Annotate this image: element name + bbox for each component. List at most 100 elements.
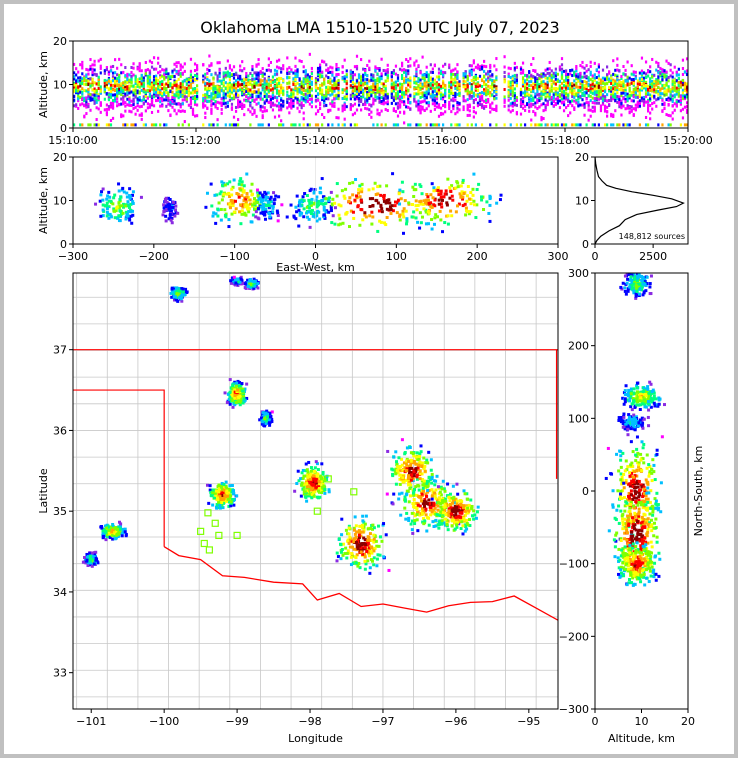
time-altitude-cell [75, 83, 78, 87]
time-altitude-cell [93, 101, 96, 105]
time-altitude-cell [146, 81, 149, 85]
time-altitude-cell [73, 85, 76, 89]
east-west-cell [112, 196, 116, 200]
time-altitude-cell [325, 90, 328, 94]
time-altitude-cell [118, 102, 121, 106]
time-altitude-cell [442, 112, 445, 116]
time-altitude-cell [452, 72, 455, 76]
time-altitude-cell [513, 74, 516, 78]
time-altitude-cell [577, 72, 580, 76]
east-west-cell [242, 190, 246, 194]
time-altitude-cell [73, 71, 76, 75]
time-altitude-cell [152, 93, 156, 97]
time-altitude-cell [444, 92, 447, 96]
time-altitude-cell [81, 123, 84, 127]
time-altitude-cell [155, 90, 158, 94]
time-altitude-cell [679, 123, 682, 127]
time-altitude-cell [536, 93, 539, 97]
time-altitude-cell [370, 73, 373, 77]
time-altitude-cell [612, 80, 615, 84]
time-altitude-cell [462, 97, 465, 101]
time-altitude-cell [152, 67, 156, 71]
time-altitude-cell [419, 95, 422, 99]
time-altitude-cell [489, 94, 492, 98]
time-altitude-cell [75, 86, 78, 90]
time-altitude-cell [89, 58, 92, 62]
time-altitude-cell [267, 123, 270, 127]
time-altitude-cell [431, 97, 434, 101]
time-altitude-cell [79, 103, 82, 107]
time-altitude-cell [372, 87, 375, 91]
time-altitude-cell [515, 95, 518, 99]
time-altitude-cell [462, 99, 465, 103]
time-altitude-cell [524, 104, 527, 108]
time-altitude-cell [157, 98, 160, 102]
time-altitude-cell [478, 95, 482, 99]
time-altitude-cell [474, 98, 477, 102]
time-altitude-cell [562, 69, 566, 73]
time-altitude-cell [595, 81, 598, 85]
time-altitude-cell [394, 86, 398, 90]
time-altitude-cell [626, 106, 629, 110]
time-altitude-cell [548, 79, 551, 83]
time-altitude-cell [202, 103, 205, 107]
time-altitude-cell [476, 84, 480, 88]
time-altitude-cell [126, 103, 129, 107]
time-altitude-cell [667, 103, 670, 107]
time-altitude-cell [327, 68, 330, 72]
time-altitude-cell [73, 95, 76, 99]
time-altitude-cell [85, 101, 88, 105]
time-altitude-cell [437, 114, 441, 118]
time-altitude-cell [237, 77, 240, 81]
east-west-cell [211, 214, 215, 218]
time-altitude-cell [651, 88, 654, 92]
time-altitude-cell [640, 69, 644, 73]
time-altitude-cell [265, 68, 268, 72]
east-west-cell [94, 202, 98, 206]
east-west-cell [101, 214, 105, 218]
time-altitude-cell [398, 82, 402, 86]
time-altitude-cell [419, 71, 422, 75]
time-altitude-cell [675, 88, 678, 92]
time-altitude-cell [222, 98, 225, 102]
time-altitude-cell [376, 72, 379, 76]
time-altitude-cell [150, 83, 154, 87]
time-altitude-cell [554, 67, 557, 71]
time-altitude-cell [638, 95, 641, 99]
time-altitude-cell [353, 73, 357, 77]
time-altitude-cell [349, 72, 352, 76]
time-altitude-cell [214, 93, 217, 97]
time-altitude-cell [224, 71, 227, 75]
time-altitude-cell [130, 103, 133, 107]
time-altitude-cell [372, 100, 375, 104]
time-altitude-cell [267, 87, 270, 91]
time-altitude-cell [487, 76, 490, 80]
east-west-cell [174, 204, 178, 208]
time-altitude-cell [140, 113, 143, 117]
time-altitude-cell [487, 100, 490, 104]
time-altitude-cell [357, 96, 361, 100]
time-altitude-cell [77, 85, 80, 89]
time-altitude-cell [302, 77, 305, 81]
time-altitude-cell [89, 96, 92, 100]
time-altitude-cell [552, 104, 555, 108]
time-altitude-cell [470, 85, 473, 89]
time-altitude-cell [653, 73, 656, 77]
time-altitude-cell [232, 123, 236, 127]
time-altitude-cell [597, 63, 600, 67]
time-altitude-cell [146, 84, 149, 88]
time-altitude-cell [210, 103, 213, 107]
time-altitude-cell [378, 80, 381, 84]
time-altitude-cell [331, 66, 334, 70]
time-altitude-cell [464, 85, 467, 89]
time-altitude-cell [640, 56, 644, 60]
east-west-cell [242, 184, 246, 188]
time-altitude-cell [511, 82, 514, 86]
time-altitude-cell [136, 108, 139, 112]
time-altitude-cell [612, 115, 615, 119]
time-altitude-cell [521, 76, 525, 80]
time-altitude-cell [167, 91, 170, 95]
time-altitude-cell [157, 95, 160, 99]
east-west-cell [248, 198, 252, 202]
time-altitude-cell [278, 58, 281, 62]
